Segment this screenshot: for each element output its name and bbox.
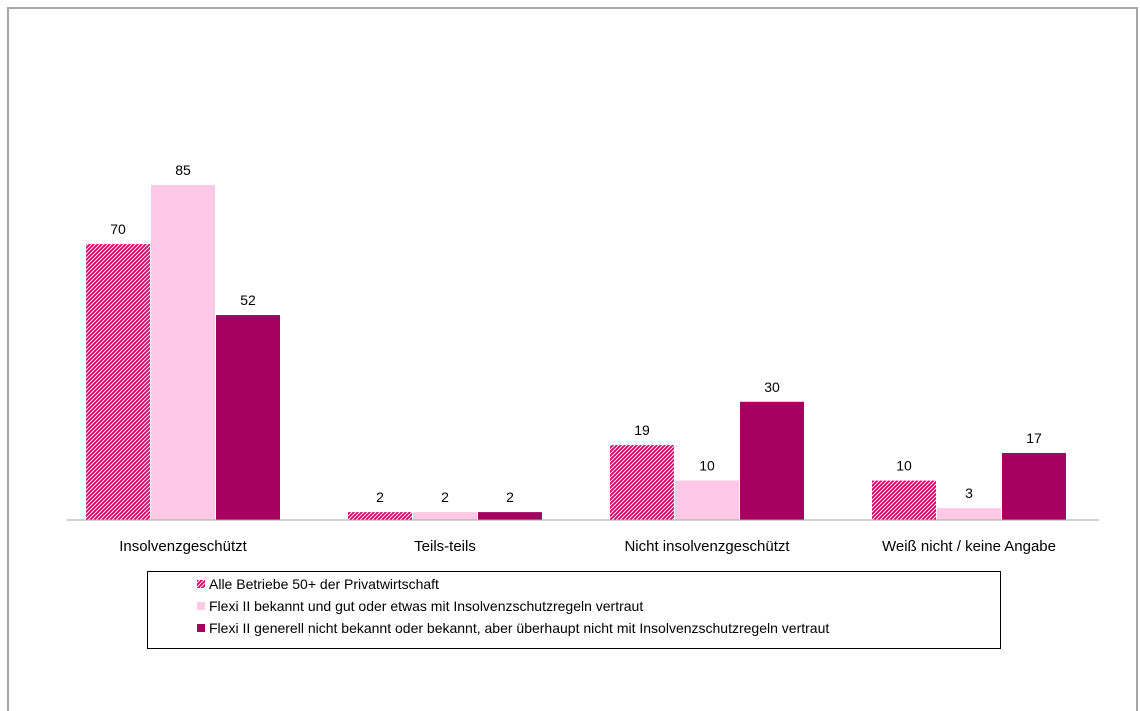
bar-series1-cat2: [348, 512, 412, 520]
legend-label-2: Flexi II bekannt und gut oder etwas mit …: [209, 598, 643, 614]
chart-frame: [7, 7, 1138, 711]
bar-series3-cat2: [478, 512, 542, 520]
legend-box: [147, 571, 1001, 649]
bar-series1-cat4: [872, 480, 936, 520]
legend-swatch-2: [197, 602, 205, 610]
value-label-series3-cat1: 52: [240, 292, 256, 308]
legend-swatch-1: [197, 580, 205, 588]
bar-series2-cat3: [675, 480, 739, 520]
legend-label-3: Flexi II generell nicht bekannt oder bek…: [209, 620, 829, 636]
bar-series1-cat3: [610, 445, 674, 520]
bar-series3-cat4: [1002, 453, 1066, 520]
bars-group: [86, 185, 1066, 520]
value-label-series1-cat1: 70: [110, 221, 126, 237]
value-label-series2-cat2: 2: [441, 489, 449, 505]
bar-series3-cat3: [740, 401, 804, 520]
category-label-1: Insolvenzgeschützt: [119, 538, 247, 555]
value-label-series2-cat1: 85: [175, 162, 191, 178]
value-label-series1-cat3: 19: [634, 422, 650, 438]
bar-series3-cat1: [216, 315, 280, 520]
legend-label-1: Alle Betriebe 50+ der Privatwirtschaft: [209, 576, 439, 592]
legend: Alle Betriebe 50+ der Privatwirtschaft Fl…: [147, 571, 1001, 649]
value-label-series1-cat2: 2: [376, 489, 384, 505]
value-label-series3-cat3: 30: [764, 379, 780, 395]
value-label-series2-cat4: 3: [965, 485, 973, 501]
category-label-3: Nicht insolvenzgeschützt: [624, 538, 790, 555]
value-label-series2-cat3: 10: [699, 458, 715, 474]
value-label-series3-cat2: 2: [506, 489, 514, 505]
category-label-4: Weiß nicht / keine Angabe: [882, 538, 1056, 555]
value-label-series3-cat4: 17: [1026, 430, 1042, 446]
bar-series2-cat4: [937, 508, 1001, 520]
legend-swatch-3: [197, 624, 205, 632]
category-label-2: Teils-teils: [414, 538, 476, 555]
bar-series2-cat1: [151, 185, 215, 520]
value-labels-group: 70 85 52 2 2 2 19 10 30 10 3 17: [110, 162, 1042, 505]
bar-series2-cat2: [413, 512, 477, 520]
bar-series1-cat1: [86, 244, 150, 520]
category-labels-group: Insolvenzgeschützt Teils-teils Nicht insol…: [119, 538, 1056, 555]
value-label-series1-cat4: 10: [896, 458, 912, 474]
